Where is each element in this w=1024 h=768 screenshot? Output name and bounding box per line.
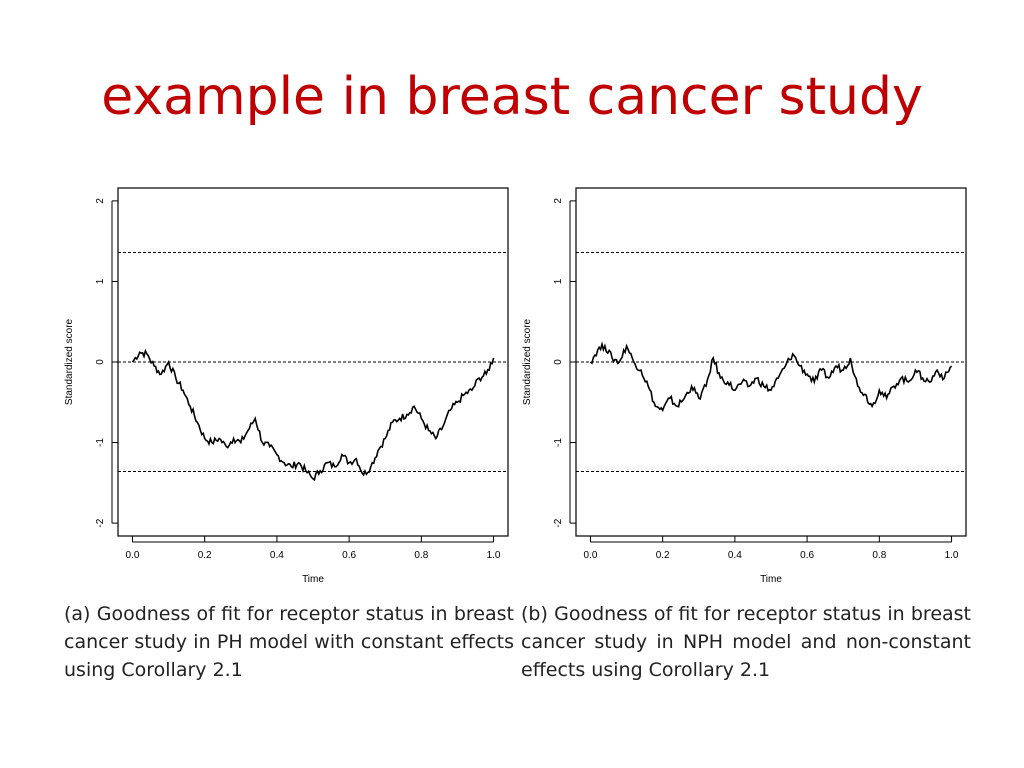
y-tick-label-2: 0 [95, 359, 106, 365]
slide-title: example in breast cancer study [101, 67, 923, 127]
x-tick-label-1: 0.2 [656, 550, 670, 561]
x-tick-label-2: 0.4 [270, 550, 284, 561]
y-tick-label-0: -2 [95, 518, 106, 527]
y-tick-label-3: 1 [95, 278, 106, 284]
y-tick-label-1: -1 [95, 438, 106, 447]
x-tick-label-1: 0.2 [198, 550, 212, 561]
y-tick-label-2: 0 [553, 359, 564, 365]
chart-a: 0.0 0.2 0.4 0.6 0.8 1.0 -2 -1 0 1 2 Time Standardize… [64, 187, 509, 585]
x-tick-label-5: 1.0 [945, 550, 959, 561]
y-tick-label-4: 2 [553, 198, 564, 204]
caption-b: (b) Goodness of fit for receptor status … [521, 603, 971, 681]
x-tick-label-4: 0.8 [872, 550, 886, 561]
x-tick-label-5: 1.0 [487, 550, 501, 561]
y-tick-label-1: -1 [553, 438, 564, 447]
series-line-0 [589, 341, 953, 413]
y-tick-label-0: -2 [553, 518, 564, 527]
series-line-0 [131, 348, 495, 482]
y-tick-label-4: 2 [95, 198, 106, 204]
figure-a: 0.0 0.2 0.4 0.6 0.8 1.0 -2 -1 0 1 2 Time Standardize… [56, 180, 516, 600]
x-tick-label-3: 0.6 [800, 550, 814, 561]
x-tick-label-2: 0.4 [728, 550, 742, 561]
x-tick-label-4: 0.8 [414, 550, 428, 561]
figure-b: 0.0 0.2 0.4 0.6 0.8 1.0 -2 -1 0 1 2 Time Standardize… [514, 180, 974, 600]
x-tick-label-3: 0.6 [342, 550, 356, 561]
chart-b: 0.0 0.2 0.4 0.6 0.8 1.0 -2 -1 0 1 2 Time Standardize… [522, 187, 967, 585]
y-axis-label: Standardized score [522, 318, 533, 405]
x-tick-label-0: 0.0 [125, 550, 139, 561]
x-axis-label: Time [302, 574, 324, 585]
x-tick-label-0: 0.0 [583, 550, 597, 561]
x-axis-label: Time [760, 574, 782, 585]
y-tick-label-3: 1 [553, 278, 564, 284]
y-axis-label: Standardized score [64, 318, 75, 405]
caption-a: (a) Goodness of fit for receptor status … [64, 603, 514, 681]
